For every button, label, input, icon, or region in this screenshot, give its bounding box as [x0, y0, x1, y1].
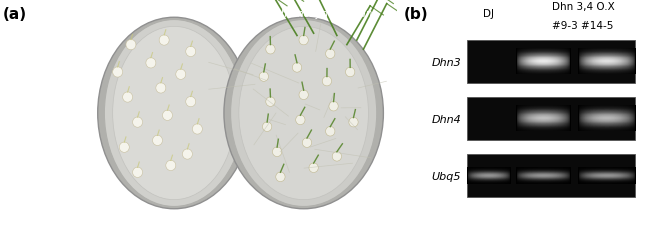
Ellipse shape — [156, 84, 166, 94]
Text: (b): (b) — [404, 7, 429, 22]
Ellipse shape — [346, 68, 355, 77]
Bar — [468, 41, 635, 84]
Text: Ubq5: Ubq5 — [432, 171, 461, 181]
Ellipse shape — [159, 36, 169, 46]
Text: #9-3 #14-5: #9-3 #14-5 — [552, 20, 613, 30]
Ellipse shape — [133, 168, 143, 178]
Text: Dhn3: Dhn3 — [432, 57, 461, 67]
Ellipse shape — [272, 147, 282, 157]
Ellipse shape — [98, 18, 250, 209]
Ellipse shape — [266, 45, 275, 55]
Text: (+) Hygromycin  media: (+) Hygromycin media — [165, 210, 296, 220]
Ellipse shape — [146, 59, 156, 69]
Text: Dhn3/Dhn4 homozygous plant: Dhn3/Dhn4 homozygous plant — [218, 9, 376, 19]
Ellipse shape — [126, 40, 136, 50]
Ellipse shape — [299, 36, 308, 46]
Ellipse shape — [166, 161, 176, 171]
Ellipse shape — [163, 111, 172, 121]
Ellipse shape — [133, 118, 143, 128]
Text: (a): (a) — [3, 7, 27, 22]
Ellipse shape — [322, 77, 332, 86]
Ellipse shape — [299, 91, 308, 100]
Ellipse shape — [239, 27, 368, 200]
Ellipse shape — [123, 93, 133, 103]
Text: DJ: DJ — [483, 9, 494, 19]
Ellipse shape — [224, 18, 383, 209]
Ellipse shape — [231, 20, 377, 207]
Ellipse shape — [349, 118, 358, 127]
Ellipse shape — [326, 127, 335, 136]
Ellipse shape — [276, 172, 285, 182]
Ellipse shape — [113, 27, 235, 200]
Ellipse shape — [329, 102, 338, 111]
Ellipse shape — [113, 68, 123, 78]
Text: Dhn 3,4 O.X: Dhn 3,4 O.X — [551, 2, 614, 12]
Ellipse shape — [295, 116, 305, 125]
Ellipse shape — [303, 138, 312, 148]
Ellipse shape — [332, 152, 342, 161]
Bar — [468, 154, 635, 197]
Ellipse shape — [152, 136, 163, 146]
Ellipse shape — [309, 163, 318, 173]
Ellipse shape — [259, 72, 268, 82]
Ellipse shape — [263, 122, 272, 132]
Ellipse shape — [186, 97, 195, 107]
Ellipse shape — [326, 50, 335, 59]
Ellipse shape — [104, 20, 244, 207]
Ellipse shape — [192, 124, 203, 134]
Ellipse shape — [292, 63, 302, 73]
Ellipse shape — [119, 143, 129, 153]
Ellipse shape — [183, 149, 192, 159]
Bar — [468, 98, 635, 141]
Ellipse shape — [186, 47, 195, 57]
Text: Dhn4: Dhn4 — [432, 114, 461, 124]
Text: WT: WT — [122, 9, 140, 19]
Ellipse shape — [176, 70, 186, 80]
Ellipse shape — [266, 97, 275, 107]
